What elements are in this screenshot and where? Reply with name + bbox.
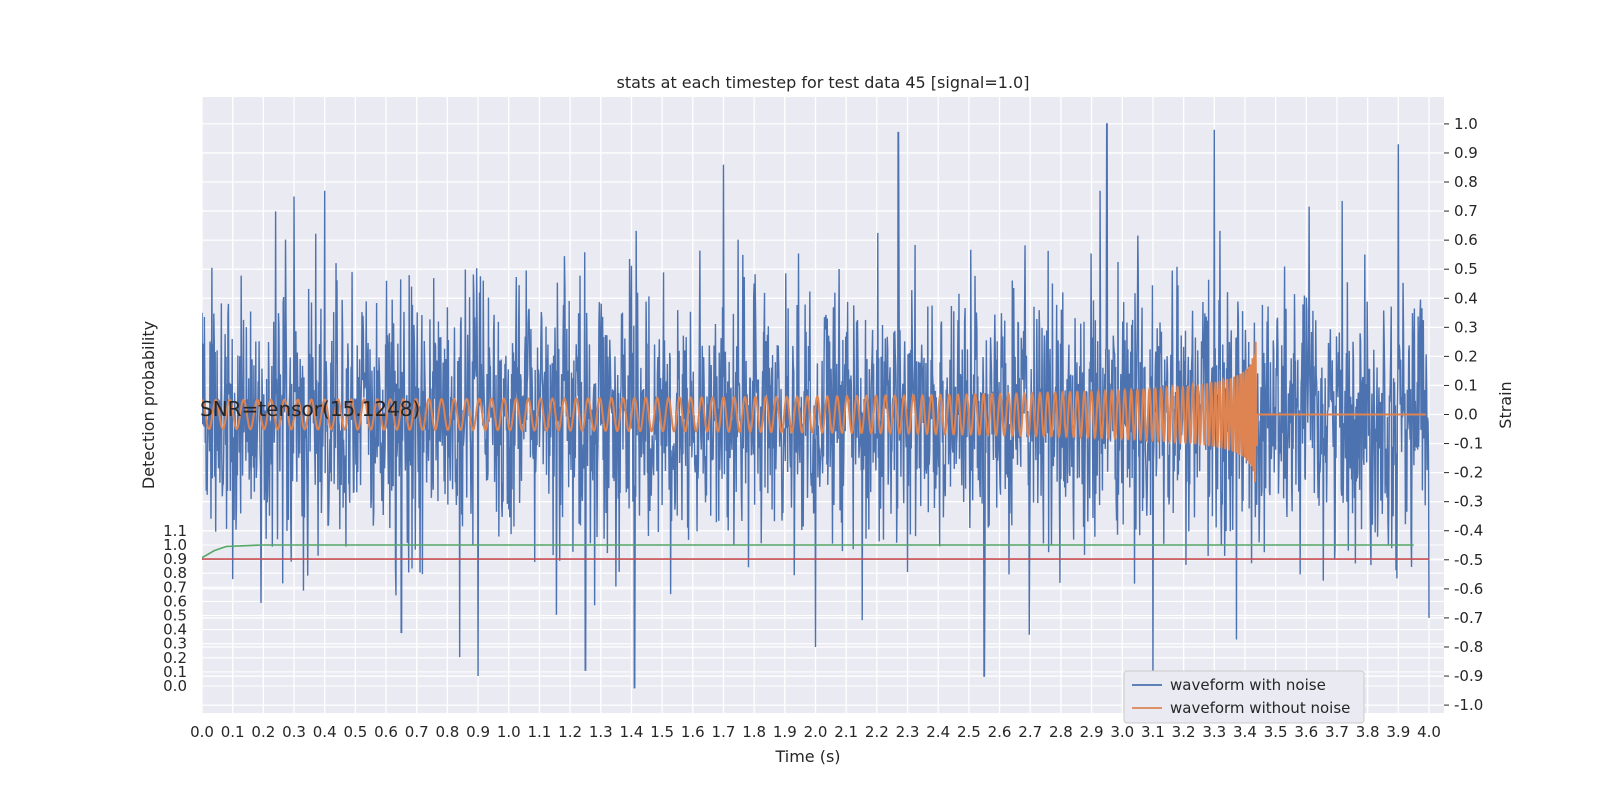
x-tick-label: 3.2 — [1172, 723, 1196, 741]
y-right-tick-label: 1.0 — [1454, 115, 1478, 133]
x-tick-label: 4.0 — [1417, 723, 1441, 741]
series-detection-probability — [202, 544, 1414, 559]
y-right-tick-label: -0.8 — [1454, 638, 1483, 656]
y-left-tick-label: 0.5 — [163, 607, 187, 625]
legend-box — [1123, 670, 1365, 724]
x-tick-label: 1.5 — [650, 723, 674, 741]
x-tick-label: 3.8 — [1356, 723, 1380, 741]
x-tick-label: 2.5 — [957, 723, 981, 741]
y-right-tick-label: 0.8 — [1454, 173, 1478, 191]
y-right-tick-label: 0.0 — [1454, 406, 1478, 424]
x-tick-label: 1.2 — [558, 723, 582, 741]
series-waveform-without-noise — [202, 341, 1426, 483]
y-left-tick-label: 0.8 — [163, 564, 187, 582]
x-tick-label: 2.3 — [896, 723, 920, 741]
x-tick-label: 3.3 — [1202, 723, 1226, 741]
y-right-tick-label: 0.6 — [1454, 231, 1478, 249]
y-left-tick-label: 0.1 — [163, 663, 187, 681]
x-tick-label: 0.5 — [343, 723, 367, 741]
chart-title: stats at each timestep for test data 45 … — [617, 73, 1030, 92]
x-tick-label: 3.0 — [1110, 723, 1134, 741]
y-right-tick-label: -0.4 — [1454, 522, 1483, 540]
y-right-tick-label: -0.9 — [1454, 667, 1483, 685]
x-axis-label: Time (s) — [774, 747, 840, 766]
y-right-tick-label: 0.2 — [1454, 347, 1478, 365]
x-tick-label: 1.4 — [620, 723, 644, 741]
x-tick-label: 3.7 — [1325, 723, 1349, 741]
x-tick-label: 1.0 — [497, 723, 521, 741]
y-right-tick-label: 0.4 — [1454, 289, 1478, 307]
x-tick-label: 1.3 — [589, 723, 613, 741]
x-tick-label: 2.9 — [1080, 723, 1104, 741]
legend-label-waveform-with-noise: waveform with noise — [1170, 676, 1326, 694]
x-tick-label: 1.6 — [681, 723, 705, 741]
x-axis-ticks: 0.0 0.1 0.2 0.3 0.4 0.5 0.6 0.7 0.8 0.9 1.0 1.1 1.2 1… — [190, 723, 1441, 741]
x-tick-label: 1.9 — [773, 723, 797, 741]
x-tick-label: 0.8 — [435, 723, 459, 741]
x-tick-label: 2.6 — [988, 723, 1012, 741]
x-tick-label: 2.8 — [1049, 723, 1073, 741]
x-tick-label: 0.3 — [282, 723, 306, 741]
y-left-tick-label: 0.3 — [163, 635, 187, 653]
y-left-tick-label: 0.6 — [163, 592, 187, 610]
y-right-tick-label: 0.9 — [1454, 144, 1478, 162]
snr-annotation: SNR=tensor(15.1248) — [200, 397, 420, 421]
y-axis-left-label: Detection probability — [139, 321, 158, 489]
y-axis-right-ticks: -1.0 -0.9 -0.8 -0.7 -0.6 -0.5 -0.4 -0.3 -0.2 -0.1… — [1444, 115, 1483, 714]
x-tick-label: 3.4 — [1233, 723, 1257, 741]
x-tick-label: 3.9 — [1386, 723, 1410, 741]
y-right-tick-label: 0.1 — [1454, 376, 1478, 394]
x-tick-label: 1.8 — [742, 723, 766, 741]
y-right-tick-label: 0.3 — [1454, 318, 1478, 336]
x-tick-label: 0.4 — [313, 723, 337, 741]
y-axis-right-label: Strain — [1496, 381, 1515, 428]
x-tick-label: 1.1 — [527, 723, 551, 741]
y-right-tick-label: -0.5 — [1454, 551, 1483, 569]
x-tick-label: 3.6 — [1294, 723, 1318, 741]
x-tick-label: 0.6 — [374, 723, 398, 741]
y-right-tick-label: -0.3 — [1454, 493, 1483, 511]
x-tick-label: 0.2 — [251, 723, 275, 741]
y-right-tick-label: -1.0 — [1454, 696, 1483, 714]
legend: waveform with noise waveform without noi… — [1123, 670, 1365, 724]
y-right-tick-label: -0.1 — [1454, 435, 1483, 453]
y-left-tick-label: 0.0 — [163, 677, 187, 695]
y-right-tick-label: -0.6 — [1454, 580, 1483, 598]
legend-label-waveform-without-noise: waveform without noise — [1170, 699, 1350, 717]
y-left-tick-label: 0.2 — [163, 649, 187, 667]
y-left-tick-label: 0.9 — [163, 550, 187, 568]
y-left-tick-label: 1.1 — [163, 522, 187, 540]
x-tick-label: 1.7 — [712, 723, 736, 741]
x-tick-label: 2.2 — [865, 723, 889, 741]
y-left-tick-label: 0.7 — [163, 578, 187, 596]
x-tick-label: 2.7 — [1018, 723, 1042, 741]
x-tick-label: 3.5 — [1264, 723, 1288, 741]
y-right-tick-label: -0.7 — [1454, 609, 1483, 627]
y-right-tick-label: 0.5 — [1454, 260, 1478, 278]
x-tick-label: 2.1 — [834, 723, 858, 741]
x-tick-label: 0.0 — [190, 723, 214, 741]
x-tick-label: 0.9 — [466, 723, 490, 741]
y-left-tick-label: 0.4 — [163, 621, 187, 639]
y-axis-left-ticks: 0.00.10.20.30.40.50.60.70.80.91.01.1 — [163, 522, 187, 695]
y-left-tick-label: 1.0 — [163, 536, 187, 554]
series-layer — [202, 123, 1430, 689]
x-tick-label: 3.1 — [1141, 723, 1165, 741]
x-tick-label: 2.4 — [926, 723, 950, 741]
y-right-tick-label: -0.2 — [1454, 464, 1483, 482]
x-tick-label: 0.7 — [405, 723, 429, 741]
x-tick-label: 2.0 — [804, 723, 828, 741]
y-right-tick-label: 0.7 — [1454, 202, 1478, 220]
x-tick-label: 0.1 — [221, 723, 245, 741]
